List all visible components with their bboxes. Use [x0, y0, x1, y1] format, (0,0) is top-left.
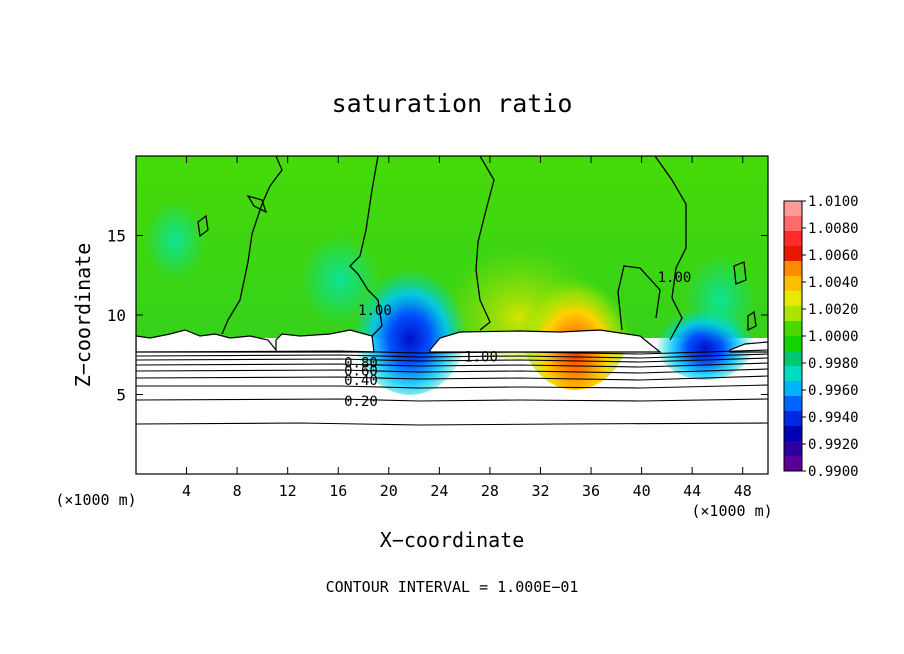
contour-label: 0.80	[344, 356, 378, 372]
contour-label: 1.00	[464, 349, 498, 365]
colorbar-swatch	[784, 291, 802, 307]
y-axis-ticks: 5 10 15	[107, 227, 768, 405]
contour-0.30	[136, 384, 768, 389]
colorbar-label: 1.0040	[808, 275, 859, 291]
contour-1.00-a	[221, 156, 283, 335]
contour-label: 0.20	[344, 394, 378, 410]
contour-0.80-b	[136, 353, 768, 359]
x-unit-right: (×1000 m)	[691, 502, 772, 520]
colorbar-label: 1.0100	[808, 194, 859, 210]
x-tick-label: 8	[233, 482, 242, 500]
colorbar-swatch	[784, 456, 802, 472]
colorbar-swatch	[784, 381, 802, 397]
contour-label: 1.00	[358, 303, 392, 319]
x-tick-label: 44	[683, 482, 701, 500]
contour-label: 0.60	[344, 364, 378, 380]
x-tick-label: 32	[531, 482, 549, 500]
contour-1.00-island-a	[197, 214, 209, 238]
contour-labels: 1.00 1.00 1.00 0.800.600.40 0.20	[344, 270, 691, 410]
colorbar-label: 0.9920	[808, 437, 859, 453]
x-tick-label: 20	[380, 482, 398, 500]
x-tick-label: 12	[279, 482, 297, 500]
orange-maximum-35km	[517, 240, 633, 390]
colorbar-swatch	[784, 231, 802, 247]
colorbar-label: 1.0020	[808, 302, 859, 318]
contour-label: 0.40	[344, 373, 378, 389]
colorbar-label: 1.0060	[808, 248, 859, 264]
colorbar: 1.0100 1.0080 1.0060 1.0040 1.0020 1.0000 0.99…	[783, 194, 859, 480]
contour-lines-lower	[136, 349, 768, 426]
x-tick-label: 28	[481, 482, 499, 500]
x-unit-left: (×1000 m)	[55, 491, 136, 509]
colorbar-label: 1.0080	[808, 221, 859, 237]
contour-0.10	[136, 422, 768, 426]
contour-1.00-e	[617, 265, 661, 331]
colorbar-swatch	[784, 276, 802, 292]
y-tick-label: 10	[107, 306, 126, 325]
contour-0.40	[136, 375, 768, 381]
colorbar-swatch	[784, 321, 802, 337]
x-axis-label: X−coordinate	[380, 528, 525, 552]
x-tick-label: 40	[633, 482, 651, 500]
contour-1.00-b	[349, 156, 383, 337]
contour-1.00-c	[475, 156, 495, 331]
colorbar-swatch	[784, 246, 802, 262]
colorbar-swatch	[784, 441, 802, 457]
contour-1.00-island-c	[733, 261, 747, 285]
cyan-patch-left	[145, 200, 205, 280]
colorbar-swatch	[784, 216, 802, 232]
contour-0.20	[136, 398, 768, 402]
contour-0.60	[136, 362, 768, 368]
chart-title: saturation ratio	[332, 89, 573, 118]
contour-1.00-d	[654, 156, 687, 341]
cyan-patch-right	[685, 255, 755, 345]
contour-1.00-island-b	[246, 194, 268, 214]
colorbar-swatch	[784, 366, 802, 382]
x-tick-label: 4	[182, 482, 191, 500]
x-tick-label: 48	[734, 482, 752, 500]
x-tick-label: 16	[329, 482, 347, 500]
cloud-region-mid	[429, 329, 662, 353]
x-axis-ticks: 4 8 12 16 20 24 28 32 36 40 44 48	[182, 156, 752, 500]
colorbar-label: 0.9940	[808, 410, 859, 426]
contour-0.50	[136, 368, 768, 374]
colorbar-swatch	[784, 426, 802, 442]
colorbar-label: 0.9960	[808, 383, 859, 399]
colorbar-swatch	[784, 306, 802, 322]
y-axis-label: Z−coordinate	[71, 243, 95, 388]
contour-0.80	[136, 349, 768, 355]
plot-area: 1.00 1.00 1.00 0.800.600.40 0.20	[136, 156, 768, 474]
colorbar-swatch	[784, 261, 802, 277]
colorbar-label: 1.0000	[808, 329, 859, 345]
contour-1.00-island-d	[747, 310, 757, 332]
x-tick-label: 36	[582, 482, 600, 500]
y-tick-label: 15	[107, 227, 126, 246]
colorbar-swatch	[784, 336, 802, 352]
colorbar-swatch	[784, 396, 802, 412]
contour-0.70	[136, 357, 768, 363]
colorbar-swatch	[784, 351, 802, 367]
contour-label: 1.00	[658, 270, 692, 286]
colorbar-swatch	[784, 201, 802, 217]
y-tick-label: 5	[116, 386, 126, 405]
colorbar-label: 0.9980	[808, 356, 859, 372]
contour-lines-1.00	[197, 156, 757, 341]
colorbar-swatch	[784, 411, 802, 427]
contour-interval-footer: CONTOUR INTERVAL = 1.000E−01	[326, 578, 579, 596]
x-tick-label: 24	[430, 482, 448, 500]
colorbar-label: 0.9900	[808, 464, 859, 480]
